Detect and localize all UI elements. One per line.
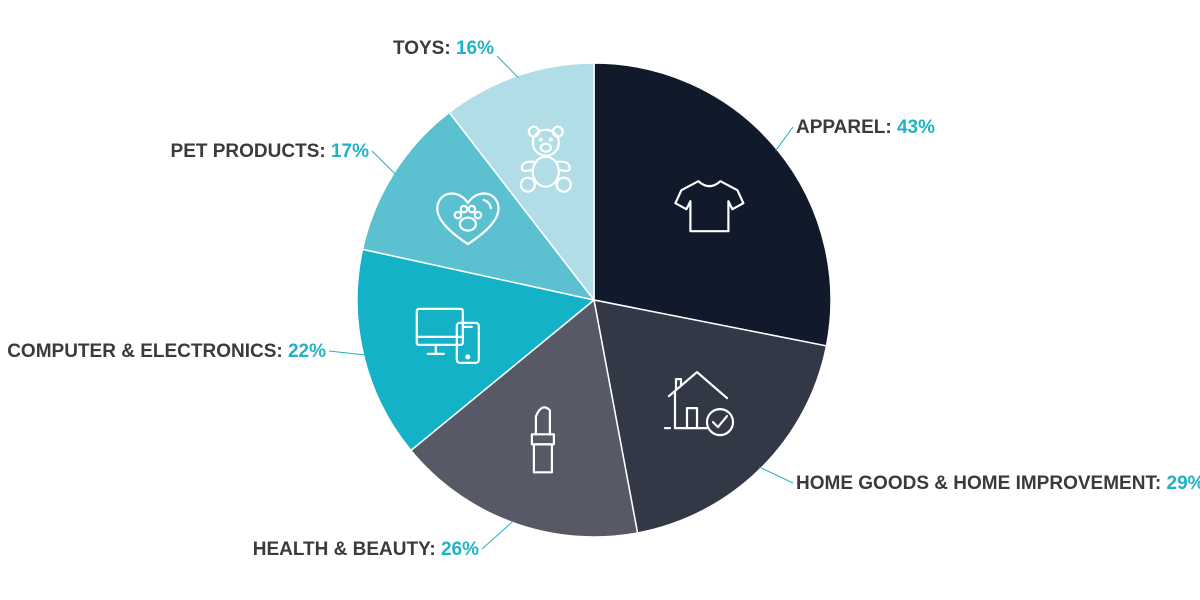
leader-line-2: [759, 466, 794, 484]
slice-label-4: COMPUTER & ELECTRONICS: 22%: [7, 341, 326, 362]
leader-line-5: [371, 150, 396, 175]
devices-icon: [415, 307, 480, 364]
slice-label-value: 43%: [897, 117, 935, 138]
slice-label-name: COMPUTER & ELECTRONICS:: [7, 341, 288, 362]
pie-slice-3: [409, 298, 639, 538]
slice-label-value: 16%: [456, 38, 494, 59]
slice-label-name: APPAREL:: [796, 117, 897, 138]
slice-label-value: 29%: [1167, 473, 1200, 494]
leader-line-6: [496, 55, 519, 78]
slice-label-1: APPAREL: 43%: [796, 117, 935, 138]
pie-slice-4: [356, 248, 596, 452]
leader-line-1: [775, 126, 794, 152]
leader-line-4: [328, 350, 366, 356]
slice-label-2: HOME GOODS & HOME IMPROVEMENT: 29%: [796, 473, 1200, 494]
slice-label-name: TOYS:: [393, 38, 456, 59]
house-check-icon: [663, 371, 735, 437]
t-shirt-icon: [674, 180, 745, 233]
slice-label-5: PET PRODUCTS: 17%: [171, 141, 370, 162]
teddy-bear-icon: [519, 125, 572, 193]
slice-label-value: 26%: [441, 539, 479, 560]
pie-slice-2: [593, 299, 828, 534]
pie-slice-1: [593, 62, 832, 347]
slice-label-name: HOME GOODS & HOME IMPROVEMENT:: [796, 473, 1167, 494]
slice-label-6: TOYS: 16%: [393, 38, 494, 59]
slice-label-3: HEALTH & BEAUTY: 26%: [253, 539, 479, 560]
leader-line-3: [481, 520, 514, 550]
lipstick-icon: [530, 406, 556, 474]
slice-label-value: 17%: [331, 141, 369, 162]
slice-label-name: PET PRODUCTS:: [171, 141, 331, 162]
slice-label-name: HEALTH & BEAUTY:: [253, 539, 441, 560]
slice-label-value: 22%: [288, 341, 326, 362]
paw-heart-icon: [436, 192, 500, 246]
